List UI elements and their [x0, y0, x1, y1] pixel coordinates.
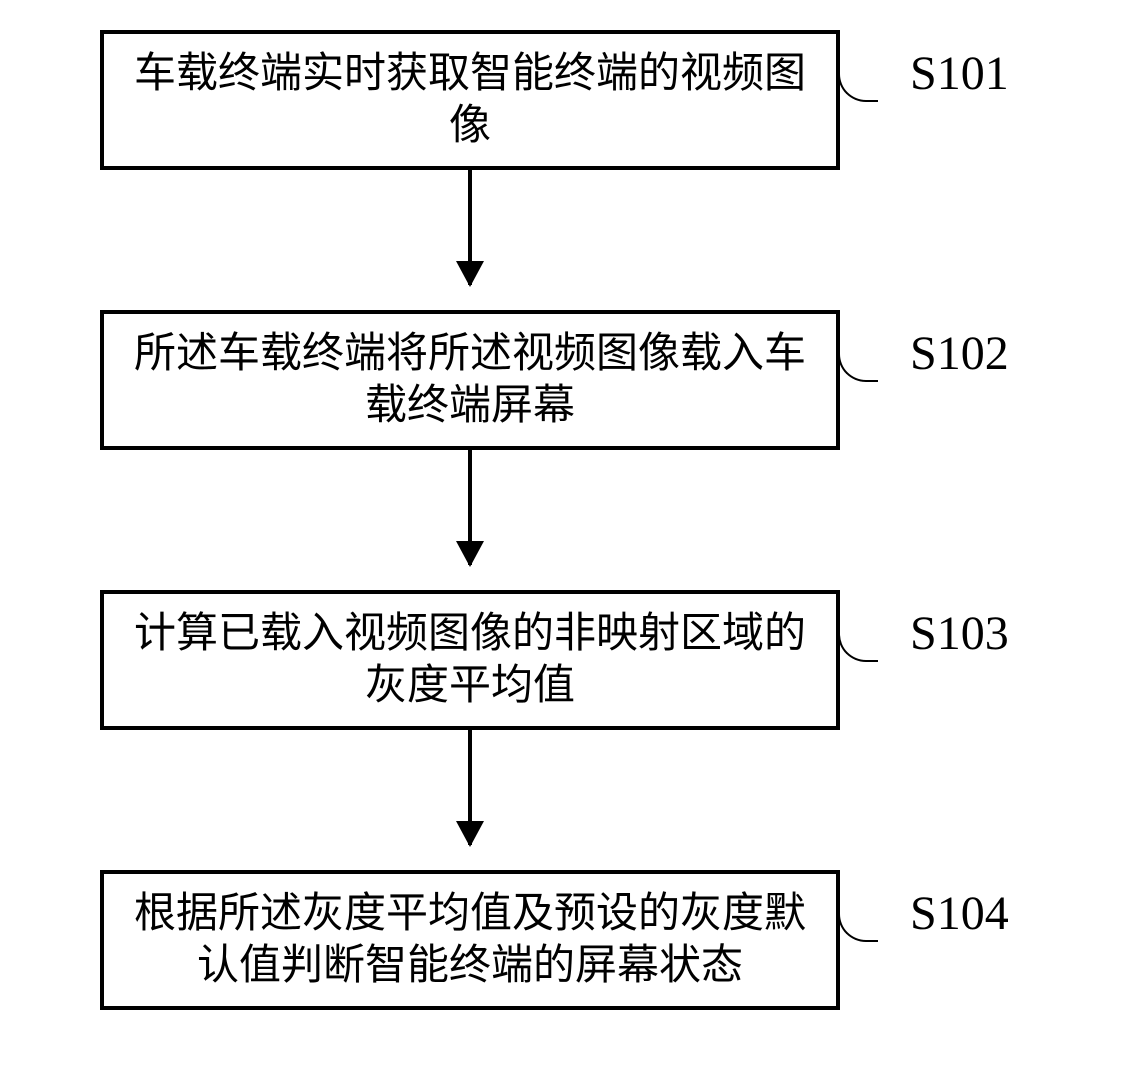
- arrow-2: [468, 450, 472, 565]
- step-box-4: 根据所述灰度平均值及预设的灰度默认值判断智能终端的屏幕状态: [100, 870, 840, 1010]
- step-label-2: S102: [910, 326, 1009, 381]
- arrow-1: [468, 170, 472, 285]
- connector-2: [838, 340, 878, 382]
- connector-1: [838, 60, 878, 102]
- step-label-3: S103: [910, 606, 1009, 661]
- connector-3: [838, 620, 878, 662]
- arrow-3: [468, 730, 472, 845]
- connector-4: [838, 900, 878, 942]
- step-text-2: 所述车载终端将所述视频图像载入车载终端屏幕: [124, 328, 816, 433]
- step-text-3: 计算已载入视频图像的非映射区域的灰度平均值: [124, 608, 816, 713]
- step-label-1: S101: [910, 46, 1009, 101]
- step-box-1: 车载终端实时获取智能终端的视频图像: [100, 30, 840, 170]
- step-label-4: S104: [910, 886, 1009, 941]
- step-text-4: 根据所述灰度平均值及预设的灰度默认值判断智能终端的屏幕状态: [124, 888, 816, 993]
- step-box-2: 所述车载终端将所述视频图像载入车载终端屏幕: [100, 310, 840, 450]
- step-box-3: 计算已载入视频图像的非映射区域的灰度平均值: [100, 590, 840, 730]
- step-text-1: 车载终端实时获取智能终端的视频图像: [124, 48, 816, 153]
